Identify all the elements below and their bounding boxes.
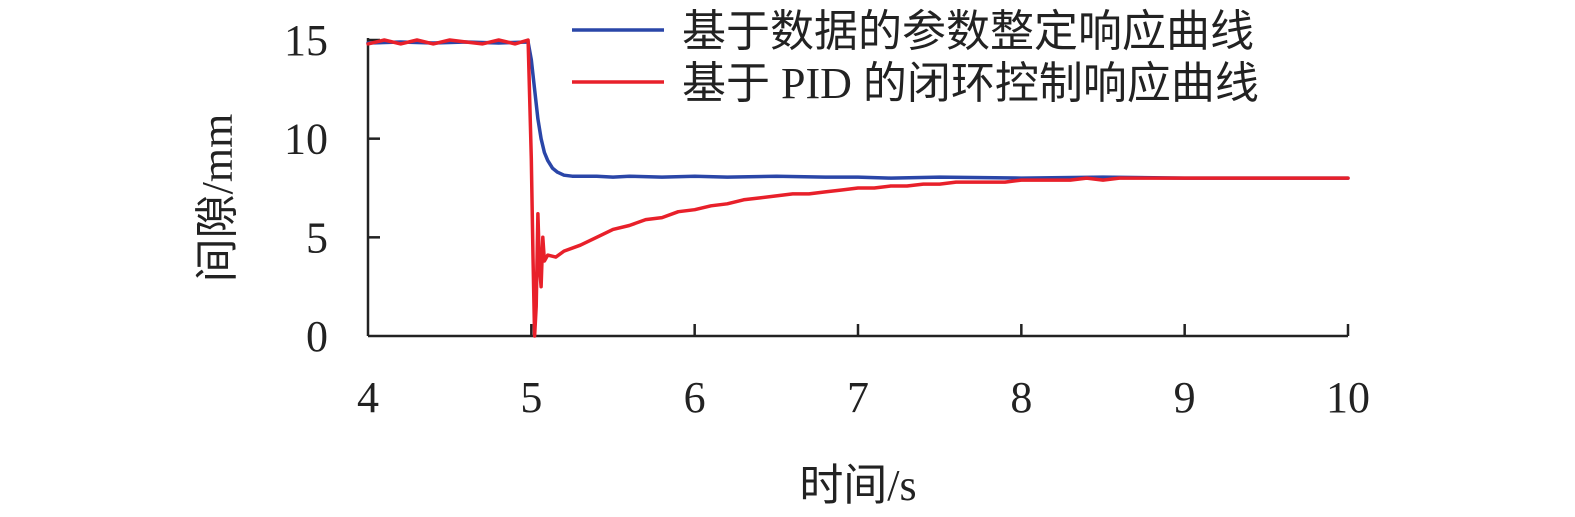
x-tick-label: 7: [847, 373, 869, 422]
axes-layer: 4 5 6 7 8 9 10 0 5 10 15: [284, 16, 1370, 422]
x-axis-title: 时间/s: [799, 461, 916, 510]
y-tick-label: 0: [306, 312, 328, 361]
x-tick-label: 10: [1326, 373, 1370, 422]
x-tick-label: 9: [1174, 373, 1196, 422]
x-tick-label: 5: [520, 373, 542, 422]
x-tick-label: 4: [357, 373, 379, 422]
series-line-2: [366, 38, 1350, 338]
y-tick-label: 10: [284, 115, 328, 164]
series-layer: [366, 38, 1350, 338]
x-tick-label: 8: [1010, 373, 1032, 422]
y-tick-label: 5: [306, 213, 328, 262]
legend-label-2: 基于 PID 的闭环控制响应曲线: [682, 59, 1259, 108]
y-axis-title: 间隙/mm: [193, 114, 242, 283]
y-tick-label: 15: [284, 16, 328, 65]
x-tick-label: 6: [684, 373, 706, 422]
legend-label-1: 基于数据的参数整定响应曲线: [682, 7, 1254, 56]
